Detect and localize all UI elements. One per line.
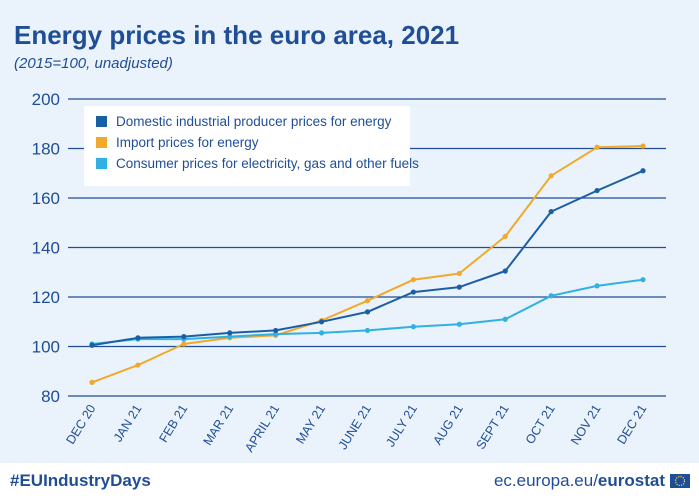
legend-swatch	[96, 137, 107, 148]
data-point	[548, 173, 554, 179]
legend-label: Consumer prices for electricity, gas and…	[116, 156, 419, 171]
y-tick-label: 100	[32, 338, 60, 357]
x-tick-label: OCT 21	[523, 402, 558, 446]
data-point	[640, 143, 646, 149]
y-tick-label: 200	[32, 90, 60, 109]
data-point	[89, 379, 95, 385]
x-tick-label: FEB 21	[156, 402, 190, 445]
data-point	[594, 283, 600, 289]
y-tick-label: 120	[32, 288, 60, 307]
x-tick-label: JAN 21	[111, 402, 145, 444]
data-point	[456, 270, 462, 277]
x-tick-label: MAR 21	[200, 402, 236, 448]
data-point	[410, 277, 417, 283]
legend-box	[84, 106, 410, 186]
data-point	[594, 187, 600, 194]
y-tick-label: 80	[41, 387, 60, 406]
x-tick-label: JUNE 21	[336, 402, 374, 452]
series-line	[91, 169, 644, 347]
data-point	[227, 334, 233, 340]
x-tick-label: NOV 21	[568, 402, 603, 447]
x-axis: DEC 20 JAN 21 FEB 21 MAR 21 APRIL 21 MAY 21 JU…	[63, 402, 649, 454]
data-point	[502, 233, 508, 239]
data-point	[318, 319, 325, 325]
legend: Domestic industrial producer prices for …	[84, 106, 419, 186]
x-tick-label: DEC 21	[614, 402, 649, 447]
eu-flag-icon	[670, 474, 690, 488]
x-tick-label: JULY 21	[383, 402, 420, 449]
x-tick-label: APRIL 21	[242, 402, 282, 454]
data-point	[548, 293, 554, 299]
data-point	[135, 362, 141, 368]
data-point	[364, 309, 371, 315]
data-point	[502, 316, 508, 322]
y-tick-label: 180	[32, 140, 60, 159]
series-lines	[89, 143, 646, 385]
site-prefix: ec.europa.eu/	[494, 471, 598, 490]
data-point	[640, 168, 646, 174]
data-point	[181, 341, 187, 347]
chart-title: Energy prices in the euro area, 2021	[14, 20, 459, 50]
site-url[interactable]: ec.europa.eu/eurostat	[494, 471, 665, 490]
data-point	[181, 334, 187, 340]
data-point	[273, 331, 279, 337]
data-point	[410, 289, 417, 295]
footer-bar	[0, 463, 699, 499]
data-point	[318, 330, 325, 336]
data-point	[594, 144, 600, 150]
y-tick-label: 160	[32, 189, 60, 208]
x-tick-label: DEC 20	[63, 402, 98, 447]
data-point	[273, 327, 279, 334]
hashtag: #EUIndustryDays	[10, 471, 151, 490]
legend-label: Import prices for energy	[116, 135, 259, 150]
data-point	[364, 327, 371, 334]
data-point	[456, 284, 462, 290]
y-tick-label: 140	[32, 239, 60, 258]
series-0	[89, 168, 646, 348]
data-point	[640, 277, 646, 283]
data-point	[548, 209, 554, 215]
data-point	[364, 298, 371, 304]
legend-swatch	[96, 116, 107, 127]
x-tick-label: SEPT 21	[474, 402, 512, 452]
y-axis: 80 100 120 140 160 180 200	[32, 90, 60, 406]
x-tick-label: MAY 21	[293, 402, 328, 446]
site-brand: eurostat	[598, 471, 665, 490]
data-point	[410, 324, 417, 330]
data-point	[227, 330, 233, 336]
chart-subtitle: (2015=100, unadjusted)	[14, 55, 173, 72]
data-point	[89, 342, 95, 348]
data-point	[456, 321, 462, 327]
x-tick-label: AUG 21	[430, 402, 465, 447]
data-point	[135, 335, 141, 341]
legend-label: Domestic industrial producer prices for …	[116, 114, 392, 129]
data-point	[502, 268, 508, 274]
legend-swatch	[96, 158, 107, 169]
